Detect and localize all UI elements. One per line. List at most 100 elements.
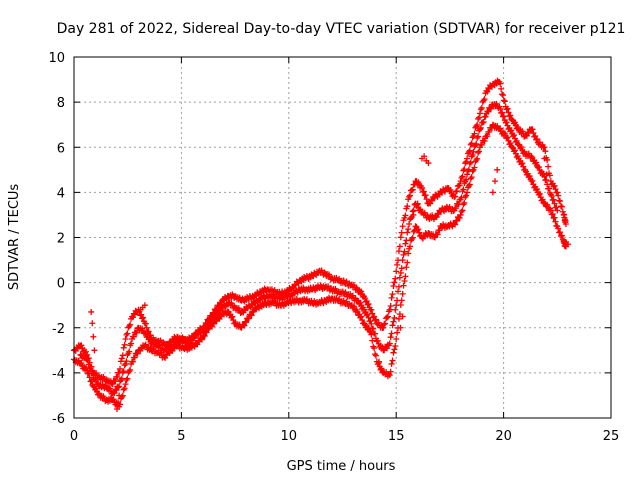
data-point [492,178,499,185]
data-point-dense [358,288,365,295]
data-point-dense [387,368,394,375]
data-point-dense [217,307,224,314]
data-point-dense [201,332,208,339]
y-tick-label: 10 [48,51,65,66]
data-point-dense [499,109,506,116]
data-point-dense [359,317,366,324]
data-point-dense [407,215,414,222]
data-point-dense [481,137,488,144]
data-point-dense [548,192,555,199]
x-axis-label: GPS time / hours [287,459,396,474]
data-point-dense [389,291,396,298]
data-point-dense [542,148,549,155]
x-tick-label: 15 [388,429,405,444]
data-point-dense [504,105,511,112]
data-point-dense [456,182,463,189]
data-point-dense [123,358,130,365]
data-point-dense [147,331,154,338]
data-point-dense [468,174,475,181]
data-point-dense [557,229,564,236]
data-point-dense [211,314,218,321]
data-point-dense [372,352,379,359]
data-point-dense [106,385,113,392]
data-point [399,290,406,297]
data-point-dense [543,176,550,183]
y-tick-label: -6 [52,412,65,427]
data-point-dense [120,386,127,393]
data-point [116,383,123,390]
data-point [543,171,550,178]
data-point-dense [500,97,507,104]
data-point-dense [466,147,473,154]
data-point-dense [559,208,566,215]
data-point-dense [529,126,536,133]
data-point [470,148,477,155]
data-point-dense [357,299,364,306]
data-points [71,77,572,412]
data-point-dense [471,130,478,137]
data-point-dense [484,133,491,140]
data-point [376,358,383,365]
data-point [113,405,120,412]
data-point-dense [84,357,91,364]
data-point-dense [415,226,422,233]
data-point-dense [127,366,134,373]
data-point [412,223,419,230]
data-point-dense [486,129,493,136]
data-point [386,340,393,347]
y-tick-label: -2 [52,322,65,337]
data-point-dense [131,354,138,361]
data-point-dense [230,317,237,324]
data-point-dense [407,192,414,199]
data-point-dense [417,206,424,213]
data-point [83,356,90,363]
data-point-dense [520,163,527,170]
data-point-dense [388,294,395,301]
data-point-dense [477,106,484,113]
data-point [541,144,548,151]
data-point-dense [388,360,395,367]
data-point-dense [370,325,377,332]
data-point-dense [391,314,398,321]
data-point-dense [551,200,558,207]
data-point-dense [390,349,397,356]
data-point-dense [459,207,466,214]
data-point-dense [395,288,402,295]
data-point-dense [461,199,468,206]
data-point-dense [497,105,504,112]
data-point-dense [78,342,85,349]
data-point-dense [499,91,506,98]
data-point-dense [481,96,488,103]
data-point-dense [129,358,136,365]
data-point-dense [526,173,533,180]
data-point-dense [371,345,378,352]
data-point-dense [394,261,401,268]
data-point-dense [391,279,398,286]
data-point-dense [466,181,473,188]
data-point-dense [241,322,248,329]
data-point-dense [146,335,153,342]
data-point-dense [519,160,526,167]
data-point-dense [485,108,492,115]
y-tick-label: 2 [57,232,65,247]
data-point-dense [140,314,147,321]
data-point-dense [504,134,511,141]
data-point [393,336,400,343]
data-point-dense [92,375,99,382]
data-point-dense [552,218,559,225]
data-point-dense [389,357,396,364]
data-point [565,241,572,248]
series-band-middle [77,100,561,398]
data-point-dense [463,176,470,183]
data-point [378,365,385,372]
data-point-dense [394,297,401,304]
data-point-dense [382,320,389,327]
data-point-dense [422,192,429,199]
data-point-dense [87,365,94,372]
data-point-dense [460,186,467,193]
ticks: 0 5 10 15 20 25 -6 -4 -2 0 2 4 6 8 10 [48,51,619,444]
data-point [541,155,548,162]
data-point-dense [434,231,441,238]
data-point [367,317,374,324]
